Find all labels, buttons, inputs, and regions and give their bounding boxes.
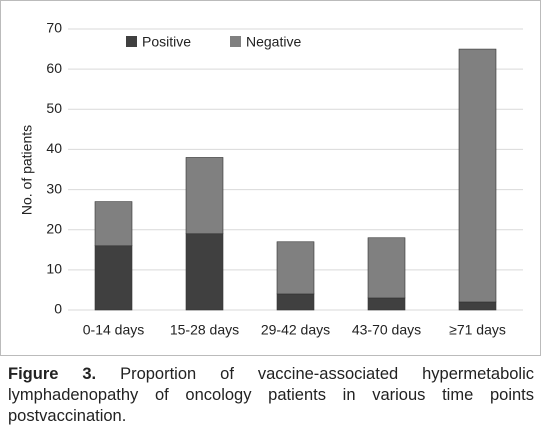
bar-segment [367,237,406,299]
bar-segment [185,157,224,235]
bar-segment [94,201,133,247]
legend-label: Positive [142,34,191,50]
y-tick-label: 50 [46,100,62,116]
bar-segment [276,293,315,311]
y-tick-label: 20 [46,220,62,236]
bar-segment [458,301,497,311]
y-axis-label: No. of patients [19,125,35,215]
x-tick-label: 15-28 days [170,322,239,338]
bar-segment [185,233,224,311]
caption: Figure 3. Proportion of vaccine-associat… [8,364,534,427]
legend-swatch [230,36,241,47]
bar-segment [367,297,406,311]
caption-label: Figure 3. [8,365,97,383]
y-tick-label: 40 [46,140,62,156]
chart: No. of patients 0 10 20 30 40 50 60 70 0-14 days… [0,0,541,356]
caption-text: Proportion of vaccine-associated hyperme… [8,365,535,425]
x-tick-label: 29-42 days [261,322,330,338]
y-tick-label: 70 [46,20,62,36]
bar-segment [276,241,315,295]
y-tick-label: 10 [46,261,62,277]
y-tick-label: 60 [46,60,62,76]
chart-frame [0,0,541,356]
x-tick-label: 43-70 days [352,322,421,338]
legend-label: Negative [246,34,301,50]
bar-segment [458,48,497,303]
y-tick-label: 0 [54,301,62,317]
x-tick-label: ≥71 days [449,322,506,338]
x-tick-label: 0-14 days [83,322,144,338]
bar-segment [94,245,133,311]
y-tick-label: 30 [46,180,62,196]
legend-swatch [126,36,137,47]
